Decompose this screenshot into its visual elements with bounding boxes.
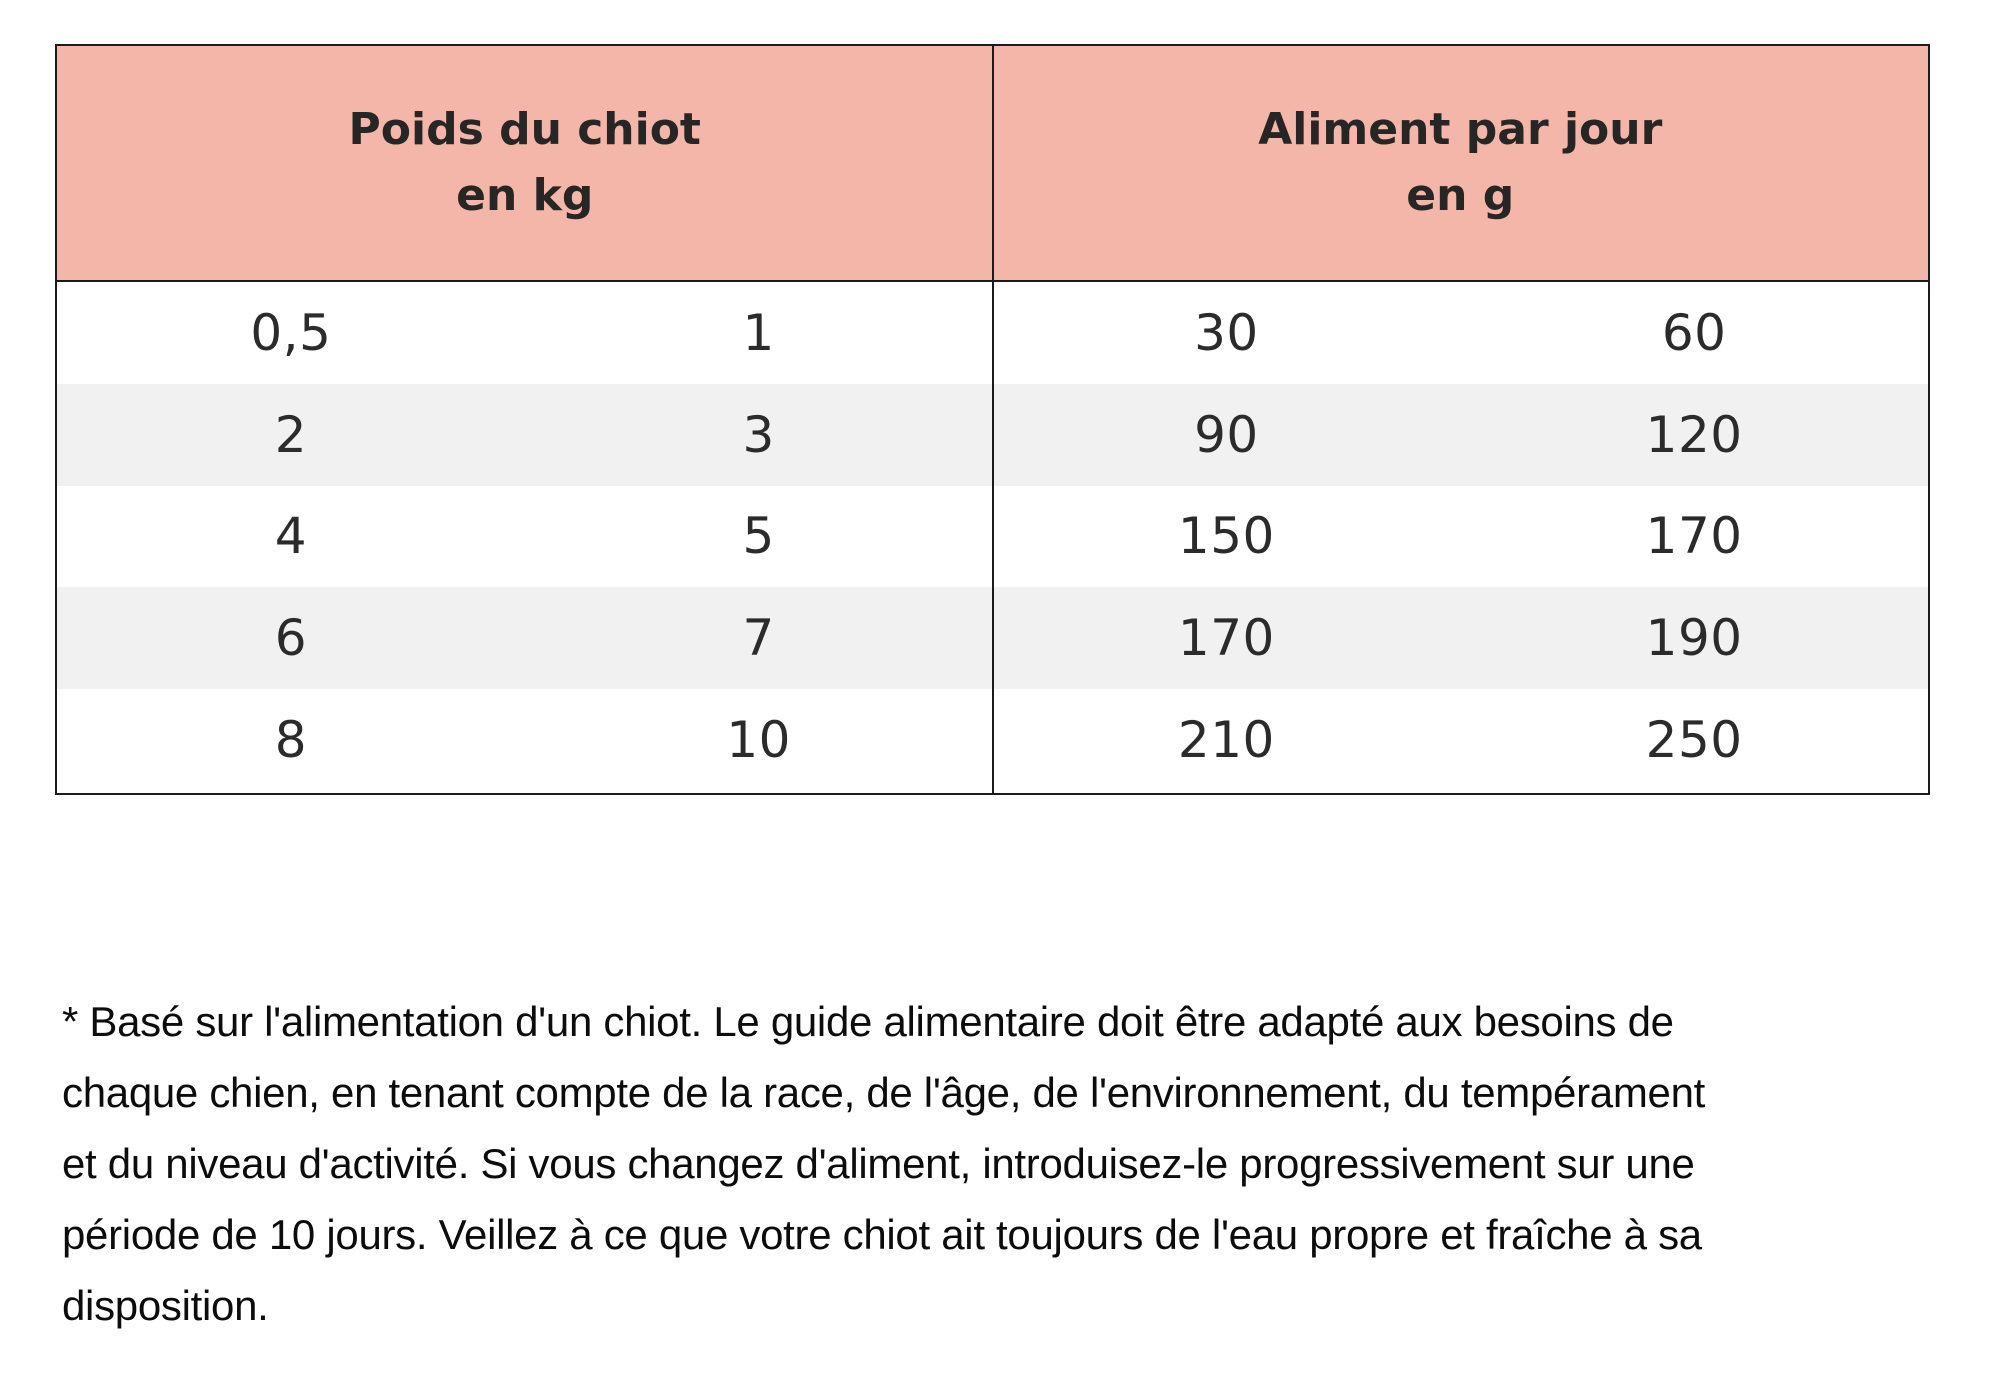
cell-weight-max: 1 bbox=[742, 303, 775, 362]
footnote-line: * Basé sur l'alimentation d'un chiot. Le… bbox=[62, 998, 1674, 1045]
cell-food-max: 120 bbox=[1645, 405, 1743, 464]
cell-weight-min: 6 bbox=[274, 609, 308, 668]
footnote-line: et du niveau d'activité. Si vous changez… bbox=[62, 1140, 1695, 1187]
header-aliment-par-jour: Aliment par jour en g bbox=[993, 46, 1929, 280]
header-poids-line1: Poids du chiot bbox=[348, 104, 701, 155]
cell-food-min: 170 bbox=[1177, 609, 1275, 668]
cell-weight-min: 0,5 bbox=[250, 303, 332, 362]
cell-food-min: 150 bbox=[1177, 507, 1275, 566]
header-aliment-line1: Aliment par jour bbox=[1258, 104, 1663, 155]
cell-weight-max: 5 bbox=[742, 507, 775, 566]
footnote: * Basé sur l'alimentation d'un chiot. Le… bbox=[62, 986, 1705, 1341]
center-column-divider bbox=[991, 46, 994, 793]
footnote-line: disposition. bbox=[62, 1282, 269, 1329]
cell-food-min: 30 bbox=[1194, 303, 1259, 362]
cell-weight-max: 3 bbox=[742, 405, 775, 464]
cell-food-max: 250 bbox=[1645, 711, 1743, 770]
header-aliment-line2: en g bbox=[1406, 170, 1515, 221]
footnote-line: chaque chien, en tenant compte de la rac… bbox=[62, 1069, 1706, 1116]
cell-weight-max: 7 bbox=[742, 609, 775, 668]
footnote-line: période de 10 jours. Veillez à ce que vo… bbox=[62, 1211, 1702, 1258]
cell-food-min: 210 bbox=[1177, 711, 1275, 770]
cell-weight-max: 10 bbox=[726, 711, 791, 770]
feeding-guide-table: Poids du chiot en kg Aliment par jour en… bbox=[55, 44, 1930, 795]
cell-food-max: 60 bbox=[1661, 303, 1727, 362]
header-poids-line2: en kg bbox=[456, 170, 594, 221]
cell-food-max: 190 bbox=[1645, 609, 1743, 668]
cell-food-max: 170 bbox=[1645, 507, 1743, 566]
header-poids-du-chiot: Poids du chiot en kg bbox=[57, 46, 993, 280]
cell-weight-min: 8 bbox=[274, 711, 308, 770]
cell-weight-min: 4 bbox=[274, 507, 308, 566]
cell-food-min: 90 bbox=[1194, 405, 1259, 464]
cell-weight-min: 2 bbox=[274, 405, 308, 464]
